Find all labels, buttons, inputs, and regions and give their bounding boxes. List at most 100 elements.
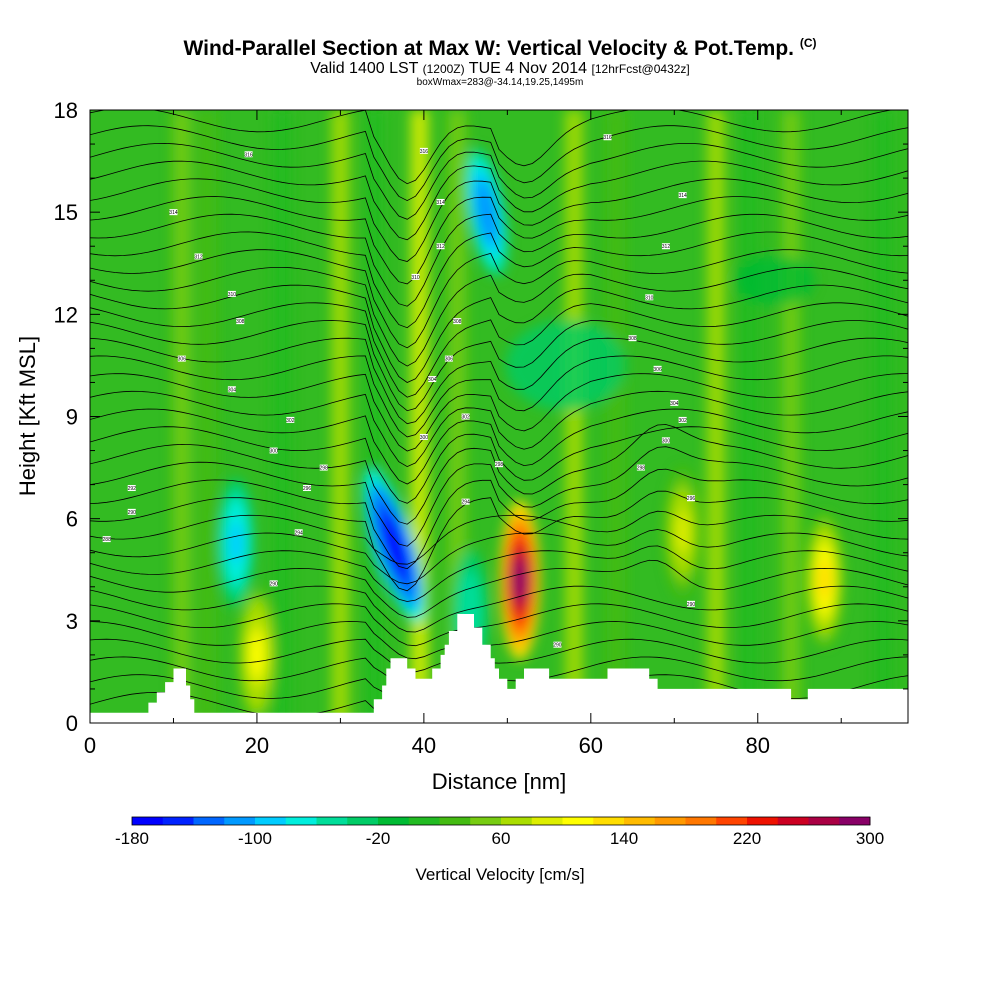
contour-label: 302 (286, 418, 295, 424)
colorbar-swatch (316, 817, 348, 825)
theta-contour-line (90, 142, 908, 220)
theta-contour-line (90, 446, 908, 547)
contour-label-bg (553, 641, 562, 648)
contour-label: 306 (653, 367, 662, 373)
theta-contour-line (90, 302, 908, 398)
contour-label-bg (411, 273, 420, 280)
theta-contour-line (90, 510, 908, 565)
contour-label: 316 (420, 149, 429, 155)
contour-label: 298 (320, 466, 329, 472)
colorbar-tick-label: -20 (366, 829, 391, 848)
contour-label-bg (177, 355, 186, 362)
x-tick-label: 40 (412, 733, 436, 758)
velocity-contour-fill (478, 191, 495, 233)
contour-label: 298 (637, 466, 646, 472)
colorbar-swatch (347, 817, 379, 825)
colorbar-swatch (654, 817, 686, 825)
theta-contour-line (90, 390, 908, 468)
velocity-region (505, 320, 626, 411)
contour-label: 308 (628, 336, 637, 342)
y-tick-label: 15 (54, 200, 78, 225)
contour-label-bg (127, 508, 136, 515)
contour-label-bg (661, 243, 670, 250)
contour-label: 314 (678, 193, 687, 199)
contour-label: 298 (495, 462, 504, 468)
contour-label-bg (294, 529, 303, 536)
colorbar-tick-label: 140 (610, 829, 638, 848)
contour-label: 304 (428, 377, 437, 383)
colorbar-swatch (593, 817, 625, 825)
contour-label-bg (269, 447, 278, 454)
theta-contour-line (90, 196, 908, 285)
contour-label: 290 (553, 643, 562, 649)
contour-label: 316 (244, 152, 253, 158)
colorbar-swatch (808, 817, 840, 825)
velocity-band (364, 110, 383, 723)
theta-contour-line (90, 373, 908, 452)
theta-contour-line (90, 267, 908, 367)
colorbar-swatch (747, 817, 779, 825)
colorbar-label: Vertical Velocity [cm/s] (415, 865, 584, 884)
velocity-contour-fill (512, 555, 528, 604)
contour-label-bg (444, 355, 453, 362)
colorbar-swatch (501, 817, 533, 825)
velocity-band (707, 110, 726, 723)
theta-contour-line (90, 178, 908, 262)
contour-label-bg (678, 192, 687, 199)
velocity-contour-fill (675, 511, 690, 554)
theta-contour-line (90, 231, 908, 329)
theta-contour-line (90, 638, 908, 673)
y-tick-label: 12 (54, 302, 78, 327)
colorbar-tick-label: 220 (733, 829, 761, 848)
contour-label: 292 (128, 486, 137, 492)
x-tick-label: 80 (746, 733, 770, 758)
contour-label-bg (636, 464, 645, 471)
contour-label: 310 (228, 292, 237, 298)
x-tick-label: 20 (245, 733, 269, 758)
theta-contour-line (90, 621, 908, 660)
contour-label-bg (653, 365, 662, 372)
velocity-band (606, 110, 625, 723)
terrain (90, 614, 908, 723)
subtitle-date: TUE 4 Nov 2014 (468, 60, 588, 77)
contour-label-bg (461, 498, 470, 505)
contour-label: 306 (178, 357, 187, 363)
y-tick-label: 3 (66, 609, 78, 634)
velocity-contour-fill (229, 521, 243, 564)
contour-label-bg (286, 416, 295, 423)
contour-label: 288 (103, 537, 112, 543)
contour-label: 310 (411, 275, 420, 281)
colorbar-tick-label: 60 (492, 829, 511, 848)
colorbar-swatch (285, 817, 317, 825)
velocity-feature (499, 499, 540, 660)
velocity-feature (664, 467, 701, 598)
colorbar-tick-label: -100 (238, 829, 272, 848)
contour-label-bg (495, 461, 503, 468)
velocity-band (782, 110, 801, 723)
contour-label-bg (453, 318, 462, 325)
contour-label-bg (127, 485, 136, 492)
velocity-band (873, 110, 892, 723)
contour-label-bg (428, 376, 437, 383)
velocity-band (172, 110, 191, 723)
velocity-band (331, 110, 350, 723)
contour-label: 312 (436, 244, 445, 250)
colorbar-swatch (685, 817, 717, 825)
theta-contour-line (90, 408, 908, 485)
velocity-band (197, 110, 216, 723)
colorbar-swatch (470, 817, 502, 825)
velocity-feature (238, 589, 275, 720)
theta-contour-line (90, 337, 908, 425)
velocity-contour-fill (384, 522, 405, 569)
colorbar-frame (131, 816, 871, 826)
y-tick-label: 0 (66, 711, 78, 736)
colorbar-swatch (716, 817, 748, 825)
contour-label: 290 (269, 581, 278, 587)
theta-contour-line (90, 424, 908, 525)
contour-label-bg (678, 416, 687, 423)
contour-label-bg (670, 399, 679, 406)
copyright-mark: (C) (799, 36, 817, 50)
subtitle-zulu: (1200Z) (422, 62, 465, 76)
velocity-contour-fill (250, 633, 264, 676)
